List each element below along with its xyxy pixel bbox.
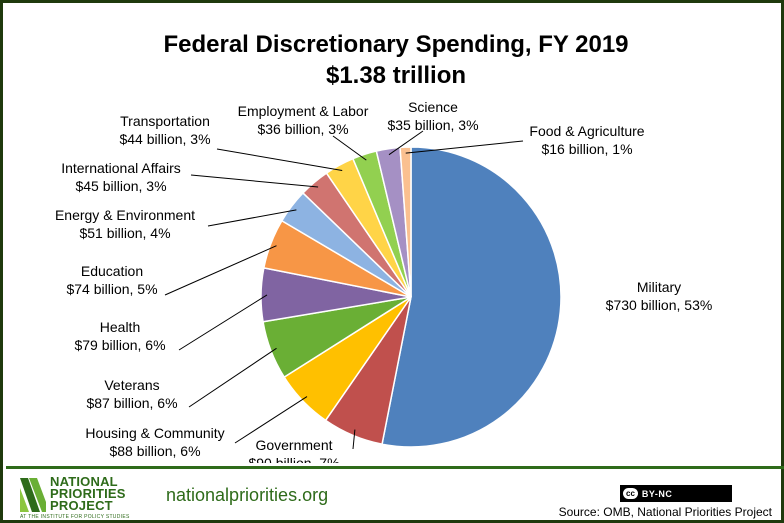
slice-label: Transportation $44 billion, 3% [119,113,210,147]
pie-slice-military [381,146,562,448]
footer-divider [6,466,784,469]
slice-label: Employment & Labor $36 billion, 3% [238,103,369,137]
logo-line-2: PRIORITIES [50,486,126,501]
slice-label-value: $51 billion, 4% [79,225,170,241]
npp-logo-text: NATIONAL PRIORITIES PROJECT [50,474,126,513]
footer: NATIONAL PRIORITIES PROJECT AT THE INSTI… [6,466,784,523]
slice-label-name: International Affairs [61,160,181,176]
slice-labels: Military $730 billion, 53% Government $90 b… [55,99,712,463]
slice-label-value: $88 billion, 6% [109,443,200,459]
slice-label: Education $74 billion, 5% [66,263,157,297]
slice-label-value: $74 billion, 5% [66,281,157,297]
slice-label: International Affairs $45 billion, 3% [61,160,181,194]
slice-label-name: Food & Agriculture [529,123,644,139]
leader-line [388,130,424,156]
slice-label: Science $35 billion, 3% [387,99,478,133]
leader-line [352,429,356,450]
cc-icon: cc [623,488,638,499]
slice-label-name: Veterans [104,377,159,393]
chart-title: Federal Discretionary Spending, FY 2019 [163,31,628,58]
slice-label-value: $730 billion, 53% [606,297,713,313]
slice-label: Veterans $87 billion, 6% [86,377,177,411]
source-note: Source: OMB, National Priorities Project [558,505,772,519]
slice-label-name: Employment & Labor [238,103,369,119]
leader-line [164,245,277,296]
pie-chart: Federal Discretionary Spending, FY 2019 … [55,31,712,463]
leader-line [332,135,367,161]
license-label: BY-NC [641,488,673,499]
logo-line-3: PROJECT [50,498,113,513]
logo-line-1: NATIONAL [50,474,118,489]
leader-line [216,148,343,171]
logo-tagline: AT THE INSTITUTE FOR POLICY STUDIES [20,514,130,520]
website-link[interactable]: nationalpriorities.org [166,485,329,505]
slice-label: Housing & Community $88 billion, 6% [85,425,224,459]
chart-subtitle: $1.38 trillion [326,62,466,89]
slice-label: Government $90 billion, 7% [248,437,339,463]
slice-label-name: Housing & Community [85,425,224,441]
slice-label-value: $16 billion, 1% [541,141,632,157]
slice-label-name: Energy & Environment [55,207,195,223]
slice-label-value: $45 billion, 3% [75,178,166,194]
leader-lines [164,130,524,450]
slice-label-value: $36 billion, 3% [257,121,348,137]
slice-label: Food & Agriculture $16 billion, 1% [529,123,644,157]
slice-label: Energy & Environment $51 billion, 4% [55,207,195,241]
pie-slices [260,146,562,448]
slice-label-value: $35 billion, 3% [387,117,478,133]
slice-label-value: $90 billion, 7% [248,455,339,463]
leader-line [207,209,297,227]
slice-label-name: Transportation [120,113,210,129]
slice-label-name: Science [408,99,458,115]
leader-line [188,347,277,408]
npp-logo[interactable]: NATIONAL PRIORITIES PROJECT AT THE INSTI… [20,474,165,520]
leader-line [234,396,308,444]
leader-line [405,140,524,154]
slice-label-name: Government [255,437,332,453]
slice-label: Health $79 billion, 6% [74,319,165,353]
leader-line [178,294,268,351]
slice-label: Military $730 billion, 53% [606,279,713,313]
slice-label-value: $44 billion, 3% [119,131,210,147]
cc-license-badge[interactable]: cc BY-NC [620,485,732,502]
leader-line [190,174,319,188]
slice-label-value: $79 billion, 6% [74,337,165,353]
npp-logo-icon [20,478,46,512]
slice-label-name: Education [81,263,143,279]
slice-label-name: Health [100,319,140,335]
slice-label-name: Military [637,279,681,295]
slice-label-value: $87 billion, 6% [86,395,177,411]
